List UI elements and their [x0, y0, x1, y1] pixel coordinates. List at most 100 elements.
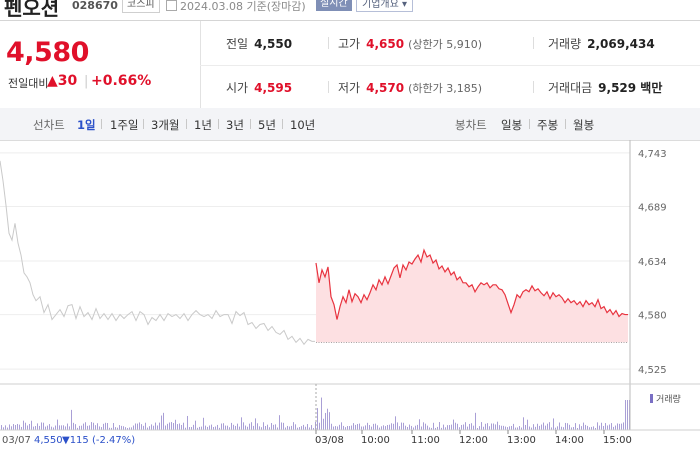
- volume-bar: [61, 425, 62, 430]
- volume-bar: [273, 424, 274, 430]
- footer-date: 03/07: [2, 435, 31, 446]
- volume-bar: [465, 422, 466, 430]
- volume-bar: [105, 422, 106, 430]
- volume-bar: [151, 424, 152, 430]
- line-chart-label: 선차트: [33, 118, 65, 132]
- price-chart[interactable]: 4,743 4,689 4,634 4,580 4,525 03/08 10:00 11:00…: [0, 140, 700, 450]
- period-3y[interactable]: 3년: [226, 118, 244, 132]
- volume-bar: [361, 426, 362, 430]
- volume-bar: [625, 400, 626, 430]
- volume-bar: [483, 426, 484, 430]
- volume-bar: [411, 425, 412, 430]
- divider: [328, 37, 329, 49]
- volume-bar: [147, 427, 148, 430]
- period-5y[interactable]: 5년: [258, 118, 276, 132]
- volume-bar: [529, 426, 530, 430]
- volume-bar: [255, 418, 256, 430]
- volume-bar: [355, 424, 356, 430]
- volume-bar: [437, 426, 438, 430]
- volume-bar: [493, 423, 494, 430]
- x-tick-label: 03/08: [315, 435, 344, 446]
- volume-bar: [235, 425, 236, 430]
- volume-bar: [119, 425, 120, 430]
- candle-daily[interactable]: 일봉: [501, 118, 523, 132]
- volume-bar: [201, 426, 202, 430]
- volume-bar: [515, 427, 516, 430]
- volume-bar: [413, 427, 414, 430]
- volume-bar: [221, 423, 222, 430]
- volume-bar: [7, 427, 8, 430]
- volume-bar: [557, 426, 558, 430]
- date-info: 2024.03.08 기준(장마감): [166, 0, 306, 14]
- volume-bar: [307, 424, 308, 430]
- volume-bar: [427, 425, 428, 430]
- divider: [565, 119, 566, 129]
- volume-bar: [173, 423, 174, 430]
- volume-bar: [9, 424, 10, 430]
- volume-bar: [167, 423, 168, 430]
- volume-bar: [351, 425, 352, 430]
- period-1d[interactable]: 1일: [77, 118, 96, 132]
- volume-bar: [251, 422, 252, 430]
- candle-monthly[interactable]: 월봉: [573, 118, 595, 132]
- volume-bar: [459, 427, 460, 430]
- period-10y[interactable]: 10년: [290, 118, 316, 132]
- period-1w[interactable]: 1주일: [110, 118, 139, 132]
- volume-bar: [123, 426, 124, 430]
- volume-bar: [379, 427, 380, 430]
- volume-bar: [623, 422, 624, 430]
- volume-bar: [589, 427, 590, 430]
- volume-bar: [135, 423, 136, 430]
- volume-bar: [15, 425, 16, 430]
- volume-bar: [481, 422, 482, 430]
- volume-bar: [383, 425, 384, 430]
- volume-label: 거래량: [548, 37, 582, 51]
- volume-bar: [243, 422, 244, 430]
- period-1y[interactable]: 1년: [194, 118, 212, 132]
- volume-bar: [35, 426, 36, 430]
- diff-label: 전일대비: [8, 77, 49, 90]
- volume-bar: [57, 419, 58, 430]
- stat-volume: 거래량 2,069,434: [548, 35, 655, 52]
- volume-bar: [565, 422, 566, 430]
- volume-bar: [543, 422, 544, 430]
- volume-bars: [1, 397, 630, 430]
- volume-bar: [391, 423, 392, 430]
- volume-bar: [179, 423, 180, 430]
- stat-trade-value: 거래대금 9,529 백만: [548, 79, 662, 96]
- volume-bar: [545, 425, 546, 430]
- volume-bar: [89, 425, 90, 430]
- volume-bar: [309, 427, 310, 430]
- volume-bar: [419, 419, 420, 430]
- volume-bar: [301, 426, 302, 430]
- volume-bar: [421, 426, 422, 430]
- current-price: 4,580: [6, 37, 89, 68]
- company-overview-button[interactable]: 기업개요 ▾: [356, 0, 414, 12]
- volume-bar: [245, 425, 246, 430]
- volume-bar: [395, 416, 396, 430]
- volume-bar: [417, 424, 418, 430]
- stat-open: 시가 4,595: [226, 79, 292, 96]
- realtime-button[interactable]: 실시간: [316, 0, 352, 11]
- open-value: 4,595: [254, 81, 293, 95]
- volume-bar: [473, 425, 474, 430]
- volume-bar: [267, 424, 268, 430]
- volume-bar: [627, 400, 628, 430]
- volume-bar: [505, 426, 506, 430]
- volume-bar: [615, 425, 616, 430]
- volume-bar: [539, 425, 540, 430]
- volume-bar: [303, 424, 304, 430]
- volume-bar: [187, 415, 188, 430]
- x-tick-label: 11:00: [411, 435, 440, 446]
- period-3m[interactable]: 3개월: [151, 118, 180, 132]
- volume-bar: [247, 426, 248, 430]
- volume-bar: [25, 422, 26, 430]
- candle-weekly[interactable]: 주봉: [537, 118, 559, 132]
- volume-bar: [67, 423, 68, 430]
- stats-row-2: 시가 4,595 저가 4,570 (하한가 3,185) 거래대금 9,529 백만: [200, 65, 700, 109]
- volume-bar: [373, 423, 374, 430]
- volume-bar: [127, 427, 128, 430]
- volume-bar: [397, 422, 398, 430]
- volume-bar: [21, 426, 22, 430]
- volume-legend-swatch: [650, 394, 653, 403]
